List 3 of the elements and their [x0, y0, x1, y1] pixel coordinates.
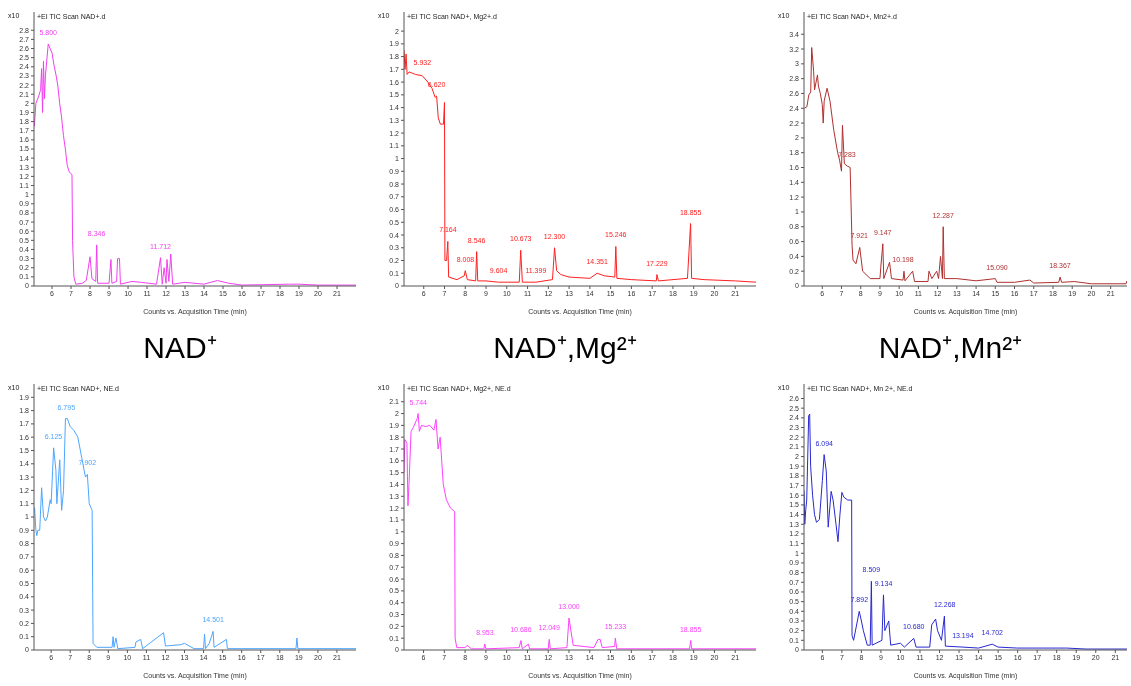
text: NAD⁺	[142, 330, 218, 366]
text: NAD⁺,Mg²⁺	[492, 330, 638, 366]
text: NAD⁺,Mn²⁺	[877, 330, 1024, 366]
